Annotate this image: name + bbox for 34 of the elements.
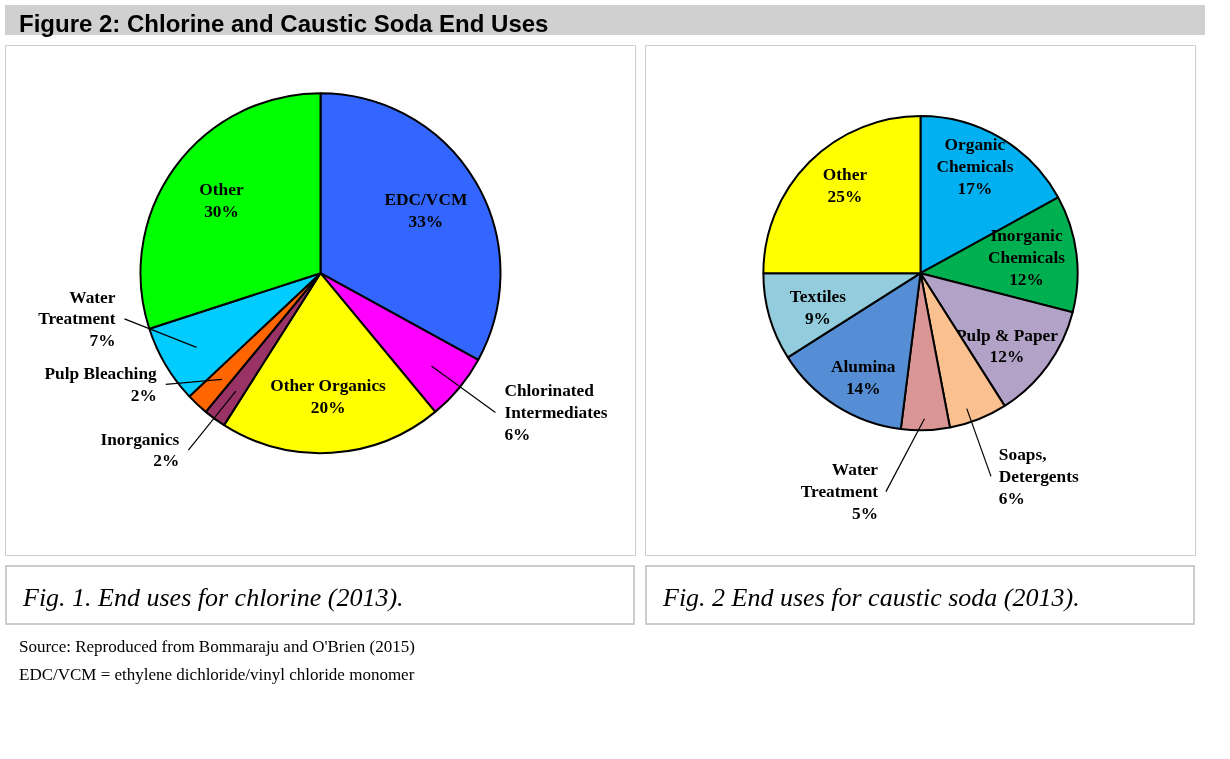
slice-label: Inorganics [100, 429, 180, 449]
slice-label: Water Treatment [38, 287, 116, 329]
data-label: 9% [804, 309, 831, 329]
data-label: 6% [998, 488, 1025, 508]
slice-label: Other [822, 165, 868, 185]
slice-label: Other Organics [270, 376, 387, 396]
slice-label: Textiles [789, 287, 847, 307]
text: EDC/VCM = ethylene dichloride/vinyl chloride monomer [19, 664, 415, 686]
text: Fig. 2 End uses for caustic soda (2013). [663, 582, 1080, 614]
data-label: 7% [89, 331, 116, 351]
data-label: 33% [408, 211, 444, 231]
source-note: Source: Reproduced from Bommaraju and O'Brien (2015) [19, 636, 415, 658]
slice-label: EDC/VCM [384, 189, 468, 209]
data-label: 5% [852, 503, 879, 523]
data-label: 12% [989, 347, 1025, 367]
data-label: 12% [1009, 270, 1044, 290]
slice-label: Organic Chemicals [936, 135, 1014, 177]
slice-label: Alumina [830, 357, 896, 377]
slice-label: Other [199, 179, 244, 199]
data-label: 20% [310, 398, 346, 418]
data-label: 30% [204, 201, 239, 221]
data-label: 2% [153, 451, 180, 471]
data-label: 6% [504, 424, 531, 444]
slice-label: Chlorinated Intermediates [504, 381, 608, 422]
slice-label: Pulp Bleaching [44, 364, 158, 384]
text: Fig. 1. End uses for chlorine (2013). [23, 582, 404, 614]
data-label: 25% [827, 187, 863, 207]
data-label: 14% [845, 379, 881, 399]
slice-label: Water Treatment [800, 460, 879, 502]
data-label: 17% [957, 178, 993, 198]
caption: Figure 2: Chlorine and Caustic Soda End Uses [19, 9, 549, 39]
slice-label: Soaps, Detergents [998, 445, 1079, 486]
slice-label: Inorganic Chemicals [988, 226, 1066, 268]
data-label: 2% [130, 385, 157, 405]
